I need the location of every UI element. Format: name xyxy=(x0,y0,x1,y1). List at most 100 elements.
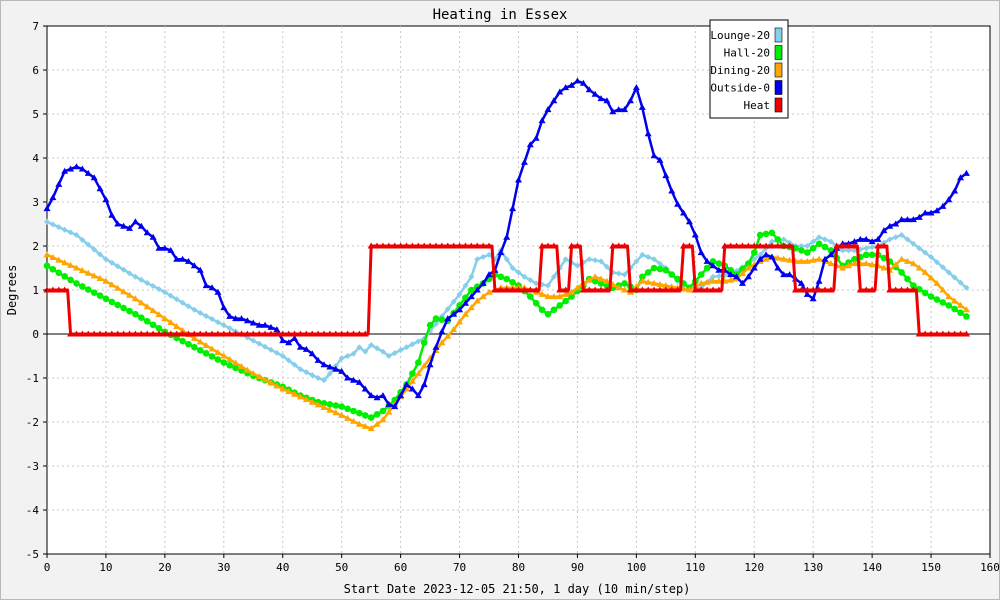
y-tick-label: 1 xyxy=(32,284,39,297)
data-point-outside-0 xyxy=(903,216,911,223)
data-point-heat xyxy=(131,330,139,337)
data-point-lounge-20 xyxy=(409,341,416,348)
legend-label: Outside-0 xyxy=(710,82,770,95)
data-point-lounge-20 xyxy=(462,282,469,289)
data-point-outside-0 xyxy=(237,315,245,322)
data-point-lounge-20 xyxy=(155,286,162,293)
data-point-outside-0 xyxy=(444,315,452,322)
data-point-hall-20 xyxy=(196,346,204,354)
data-point-outside-0 xyxy=(933,207,941,214)
data-point-heat xyxy=(332,330,340,337)
data-point-outside-0 xyxy=(621,106,629,113)
data-point-hall-20 xyxy=(79,283,86,290)
data-point-outside-0 xyxy=(391,403,399,410)
data-point-dining-20 xyxy=(862,260,870,267)
data-point-heat xyxy=(361,330,369,337)
data-point-heat xyxy=(727,242,735,249)
data-point-dining-20 xyxy=(120,288,128,295)
x-tick-label: 80 xyxy=(512,561,525,574)
data-point-heat xyxy=(921,330,929,337)
data-point-hall-20 xyxy=(426,321,434,329)
data-point-outside-0 xyxy=(426,361,434,368)
data-point-hall-20 xyxy=(338,403,345,410)
data-point-lounge-20 xyxy=(321,377,328,384)
data-point-lounge-20 xyxy=(963,284,970,291)
data-point-lounge-20 xyxy=(863,245,870,252)
data-point-outside-0 xyxy=(727,271,735,278)
data-point-heat xyxy=(102,330,110,337)
data-point-heat xyxy=(809,286,817,293)
data-point-lounge-20 xyxy=(933,259,940,266)
data-point-heat xyxy=(597,286,605,293)
data-point-outside-0 xyxy=(962,169,970,176)
data-point-outside-0 xyxy=(344,374,352,381)
data-point-heat xyxy=(703,286,711,293)
data-point-heat xyxy=(750,242,758,249)
data-point-lounge-20 xyxy=(651,256,658,263)
data-point-heat xyxy=(120,330,128,337)
data-point-heat xyxy=(267,330,275,337)
data-point-heat xyxy=(632,286,640,293)
data-point-hall-20 xyxy=(674,275,681,283)
data-point-hall-20 xyxy=(880,254,888,262)
data-point-outside-0 xyxy=(373,394,381,401)
data-point-dining-20 xyxy=(556,293,564,300)
data-point-outside-0 xyxy=(149,233,157,240)
data-point-lounge-20 xyxy=(385,353,392,359)
data-point-heat xyxy=(49,286,57,293)
data-point-dining-20 xyxy=(373,420,381,427)
data-point-hall-20 xyxy=(43,262,51,270)
legend-swatch xyxy=(774,62,783,78)
data-point-hall-20 xyxy=(568,293,575,300)
data-point-heat xyxy=(444,242,452,249)
data-point-heat xyxy=(173,330,181,337)
data-point-lounge-20 xyxy=(574,262,581,269)
data-point-lounge-20 xyxy=(326,370,333,377)
data-point-dining-20 xyxy=(467,304,475,311)
data-point-hall-20 xyxy=(526,293,534,300)
data-point-lounge-20 xyxy=(397,347,404,354)
data-point-dining-20 xyxy=(839,264,847,271)
data-point-lounge-20 xyxy=(503,256,510,263)
data-point-outside-0 xyxy=(709,262,717,269)
data-point-dining-20 xyxy=(338,411,346,418)
data-point-heat xyxy=(656,286,664,293)
data-point-heat xyxy=(538,242,546,249)
data-point-heat xyxy=(927,330,935,337)
data-point-hall-20 xyxy=(715,260,723,267)
data-point-heat xyxy=(898,286,906,293)
data-point-dining-20 xyxy=(344,414,352,421)
data-point-outside-0 xyxy=(450,310,458,317)
data-point-hall-20 xyxy=(409,370,416,377)
data-point-heat xyxy=(96,330,104,337)
data-point-heat xyxy=(532,286,540,293)
data-point-heat xyxy=(833,242,841,249)
data-point-hall-20 xyxy=(745,260,752,267)
data-point-outside-0 xyxy=(626,97,634,104)
data-point-outside-0 xyxy=(361,385,369,392)
data-point-hall-20 xyxy=(768,229,776,237)
data-point-outside-0 xyxy=(255,321,263,328)
data-point-outside-0 xyxy=(184,257,192,264)
data-point-heat xyxy=(344,330,352,337)
data-point-dining-20 xyxy=(438,339,446,346)
data-point-outside-0 xyxy=(951,187,959,194)
data-point-heat xyxy=(856,286,864,293)
data-point-outside-0 xyxy=(886,222,894,229)
data-point-heat xyxy=(544,242,552,249)
data-point-hall-20 xyxy=(361,412,369,419)
data-point-outside-0 xyxy=(232,315,240,322)
data-point-hall-20 xyxy=(155,324,163,332)
data-point-lounge-20 xyxy=(197,309,204,316)
data-point-heat xyxy=(933,330,941,337)
data-point-hall-20 xyxy=(326,401,334,408)
data-point-dining-20 xyxy=(349,417,357,424)
data-point-hall-20 xyxy=(367,414,375,421)
data-point-outside-0 xyxy=(173,255,181,262)
data-point-hall-20 xyxy=(509,279,516,286)
data-point-heat xyxy=(803,286,811,293)
data-point-heat xyxy=(715,286,723,293)
data-point-lounge-20 xyxy=(309,372,316,379)
data-point-dining-20 xyxy=(786,256,794,263)
data-point-lounge-20 xyxy=(444,306,451,313)
